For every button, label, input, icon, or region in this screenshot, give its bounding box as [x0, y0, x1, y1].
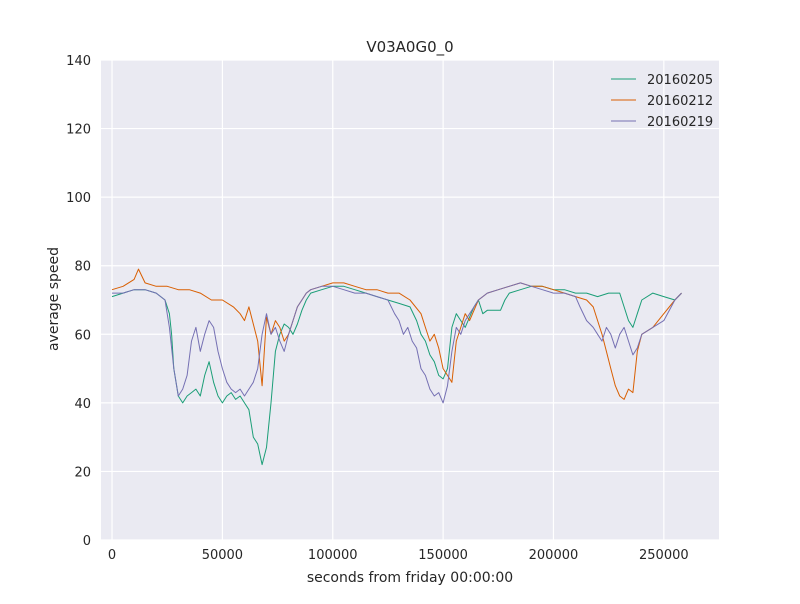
- y-tick-label: 80: [74, 260, 91, 275]
- x-tick-label: 0: [108, 548, 116, 563]
- legend-label: 20160212: [647, 94, 713, 109]
- y-tick-label: 100: [66, 191, 91, 206]
- y-tick-label: 140: [66, 54, 91, 69]
- y-tick-label: 60: [74, 328, 91, 343]
- y-tick-label: 40: [74, 397, 91, 412]
- y-tick-label: 20: [74, 465, 91, 480]
- series-lines: [111, 268, 682, 466]
- x-axis-label: seconds from friday 00:00:00: [307, 570, 513, 586]
- x-tick-label: 50000: [202, 548, 243, 563]
- x-tick-label: 100000: [308, 548, 358, 563]
- y-tick-label: 0: [83, 534, 91, 549]
- series-line-20160212: [111, 268, 682, 400]
- x-tick-label: 250000: [639, 548, 689, 563]
- series-line-20160219: [112, 282, 682, 404]
- y-axis-label: average speed: [46, 247, 62, 351]
- y-tick-labels: 0 20 40 60 80 100 120 140: [66, 54, 91, 549]
- legend-label: 20160205: [647, 73, 713, 88]
- y-tick-label: 120: [66, 123, 91, 138]
- x-tick-label: 200000: [529, 548, 579, 563]
- x-tick-label: 150000: [418, 548, 468, 563]
- chart-title: V03A0G0_0: [366, 38, 453, 57]
- x-tick-labels: 0 50000 100000 150000 200000 250000: [108, 548, 689, 563]
- legend-label: 20160219: [647, 115, 713, 130]
- legend: 20160205 20160212 20160219: [611, 73, 713, 130]
